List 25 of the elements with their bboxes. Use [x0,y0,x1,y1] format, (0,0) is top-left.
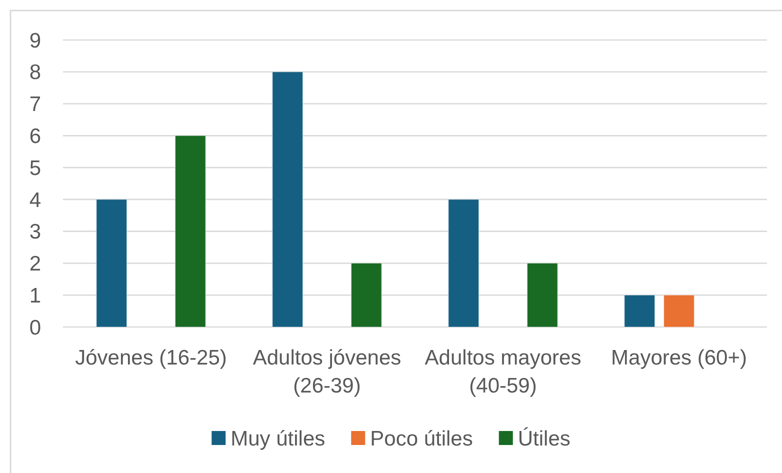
bar [351,262,382,328]
bar [664,294,694,328]
legend-label: Muy útiles [230,427,326,450]
bar [448,199,479,328]
x-tick-label: Jóvenes (16-25) [75,346,227,370]
legend-label: Poco útiles [370,427,473,450]
bar [175,135,206,328]
y-tick-label: 6 [29,125,41,148]
bar [96,199,127,328]
y-tick-label: 0 [29,316,41,340]
bar [272,72,303,328]
y-tick-label: 3 [29,220,41,244]
y-tick-label: 1 [29,284,41,308]
bar [624,294,655,328]
y-tick-label: 7 [29,93,41,116]
bar [527,262,558,328]
legend-label: Útiles [518,426,570,450]
y-tick-label: 8 [29,61,41,84]
y-tick-label: 4 [29,188,42,212]
y-tick-label: 5 [29,156,41,180]
y-tick-label: 9 [29,29,41,52]
y-tick-label: 2 [29,252,41,276]
x-tick-label: Mayores (60+) [611,346,747,370]
x-tick-label: Adultos jóvenes (26-39) [252,346,402,398]
x-tick-label: Adultos mayores (40-59) [424,346,582,398]
